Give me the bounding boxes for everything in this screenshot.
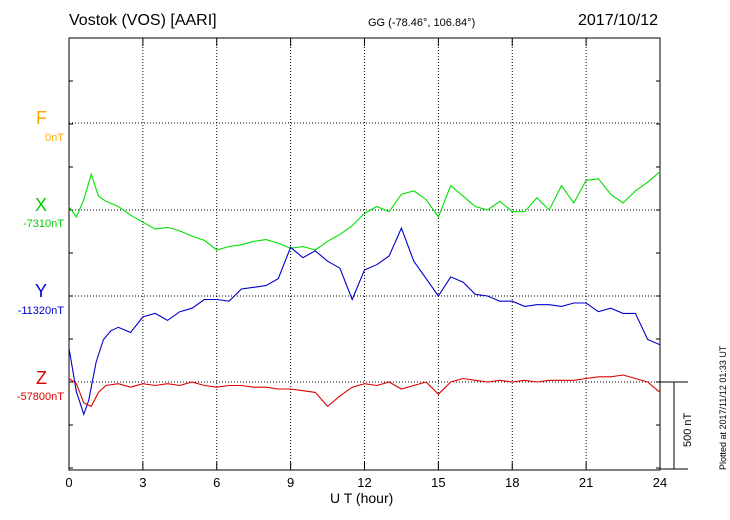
series-line-y [68, 226, 661, 417]
x-tick-label: 6 [213, 475, 220, 490]
station-title: Vostok (VOS) [AARI] [69, 12, 217, 29]
baseline-label-f: 0nT [45, 132, 64, 144]
x-tick-label: 24 [653, 475, 667, 490]
x-tick-label: 0 [65, 475, 72, 490]
baseline-label-y: -11320nT [17, 305, 64, 317]
x-tick-label: 9 [287, 475, 294, 490]
station-coordinates: GG (-78.46°, 106.84°) [368, 17, 476, 29]
x-axis-label: U T (hour) [330, 490, 394, 506]
baseline-label-z: -57800nT [16, 391, 64, 403]
x-tick-label: 21 [579, 475, 593, 490]
scale-bar-label: 500 nT [682, 412, 694, 447]
component-label-z: Z [36, 368, 47, 388]
series-line-x [68, 171, 661, 251]
series-line-z [68, 374, 661, 408]
component-label-f: F [36, 108, 47, 128]
x-tick-label: 12 [357, 475, 371, 490]
x-tick-label: 3 [139, 475, 146, 490]
x-tick-label: 15 [431, 475, 445, 490]
plotted-note: Plotted at 2017/11/12 01:33 UT [718, 345, 728, 470]
plot-date: 2017/10/12 [578, 12, 659, 29]
baseline-label-x: -7310nT [23, 218, 64, 230]
x-tick-label: 18 [505, 475, 519, 490]
component-label-y: Y [34, 281, 47, 301]
component-label-x: X [34, 195, 47, 215]
